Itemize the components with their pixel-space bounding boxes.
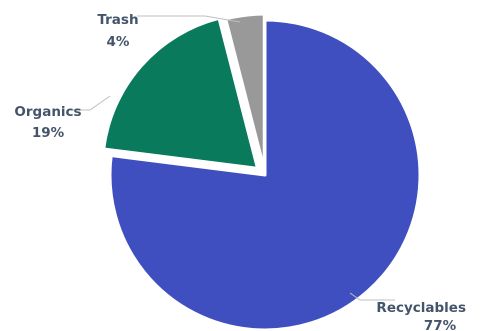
- pie-slices: [102, 12, 422, 331]
- slice-value-organics: 19%: [32, 125, 65, 141]
- slice-label-trash: Trash: [97, 12, 138, 28]
- slice-label-organics: Organics: [14, 104, 81, 120]
- pie-slice-trash: [224, 12, 266, 171]
- pie-slice-organics: [102, 16, 259, 170]
- leader-lines: [68, 15, 395, 301]
- slice-value-recyclables: 77%: [424, 318, 457, 331]
- leader-line-organics: [68, 95, 111, 111]
- leader-line-recyclables: [349, 292, 395, 301]
- slice-label-recyclables: Recyclables: [376, 300, 466, 316]
- leader-line-trash: [137, 15, 241, 23]
- pie-slice-recyclables: [108, 18, 422, 331]
- slice-value-trash: 4%: [107, 34, 130, 50]
